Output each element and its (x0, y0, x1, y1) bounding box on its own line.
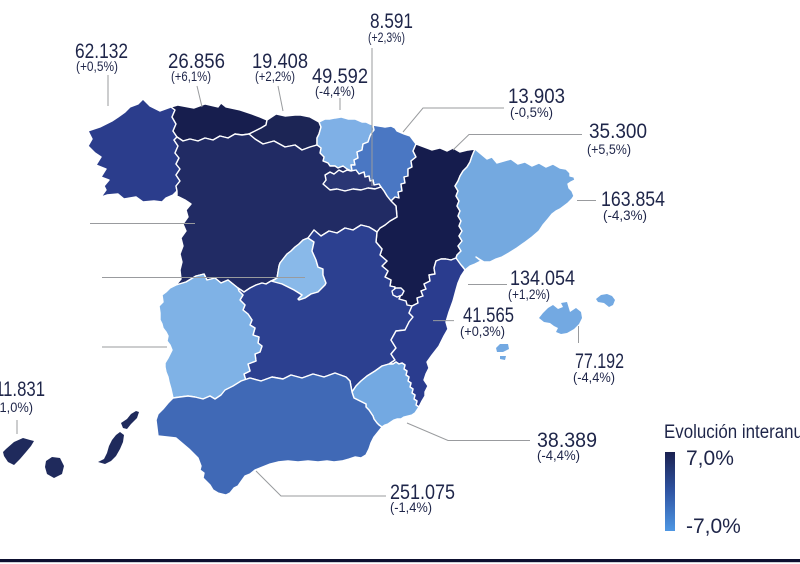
svg-text:(-4,4%): (-4,4%) (573, 369, 615, 385)
svg-text:41.565: 41.565 (463, 304, 514, 327)
svg-text:13.903: 13.903 (508, 85, 565, 108)
svg-text:8.591: 8.591 (370, 10, 413, 33)
svg-text:(+2,3%): (+2,3%) (368, 29, 405, 45)
svg-text:62.132: 62.132 (75, 40, 128, 63)
svg-text:38.389: 38.389 (537, 429, 597, 452)
svg-text:251.075: 251.075 (390, 481, 455, 504)
svg-text:(-0,5%): (-0,5%) (510, 104, 553, 120)
svg-text:26.856: 26.856 (168, 50, 225, 73)
svg-text:(-1,0%): (-1,0%) (0, 399, 33, 415)
svg-text:(+1,2%): (+1,2%) (508, 286, 550, 302)
svg-text:35.300: 35.300 (589, 120, 647, 143)
svg-text:(-1,4%): (-1,4%) (390, 499, 432, 515)
svg-text:(+0,3%): (+0,3%) (460, 323, 505, 339)
svg-text:111.831: 111.831 (0, 378, 45, 401)
svg-text:49.592: 49.592 (312, 65, 368, 88)
svg-text:(+2,2%): (+2,2%) (255, 68, 295, 84)
svg-text:7,0%: 7,0% (686, 447, 734, 470)
svg-text:(-4,4%): (-4,4%) (537, 447, 580, 463)
svg-text:(+6,1%): (+6,1%) (171, 68, 211, 84)
svg-text:134.054: 134.054 (510, 267, 575, 290)
svg-text:-7,0%: -7,0% (686, 515, 741, 538)
svg-text:(-4,3%): (-4,3%) (603, 207, 647, 223)
svg-text:(+0,5%): (+0,5%) (76, 58, 118, 74)
svg-text:(-4,4%): (-4,4%) (315, 83, 355, 99)
svg-text:163.854: 163.854 (601, 188, 665, 211)
svg-text:77.192: 77.192 (575, 350, 624, 373)
svg-text:19.408: 19.408 (252, 50, 308, 73)
svg-text:Evolución interanual: Evolución interanual (664, 422, 800, 443)
svg-text:(+5,5%): (+5,5%) (587, 141, 631, 157)
